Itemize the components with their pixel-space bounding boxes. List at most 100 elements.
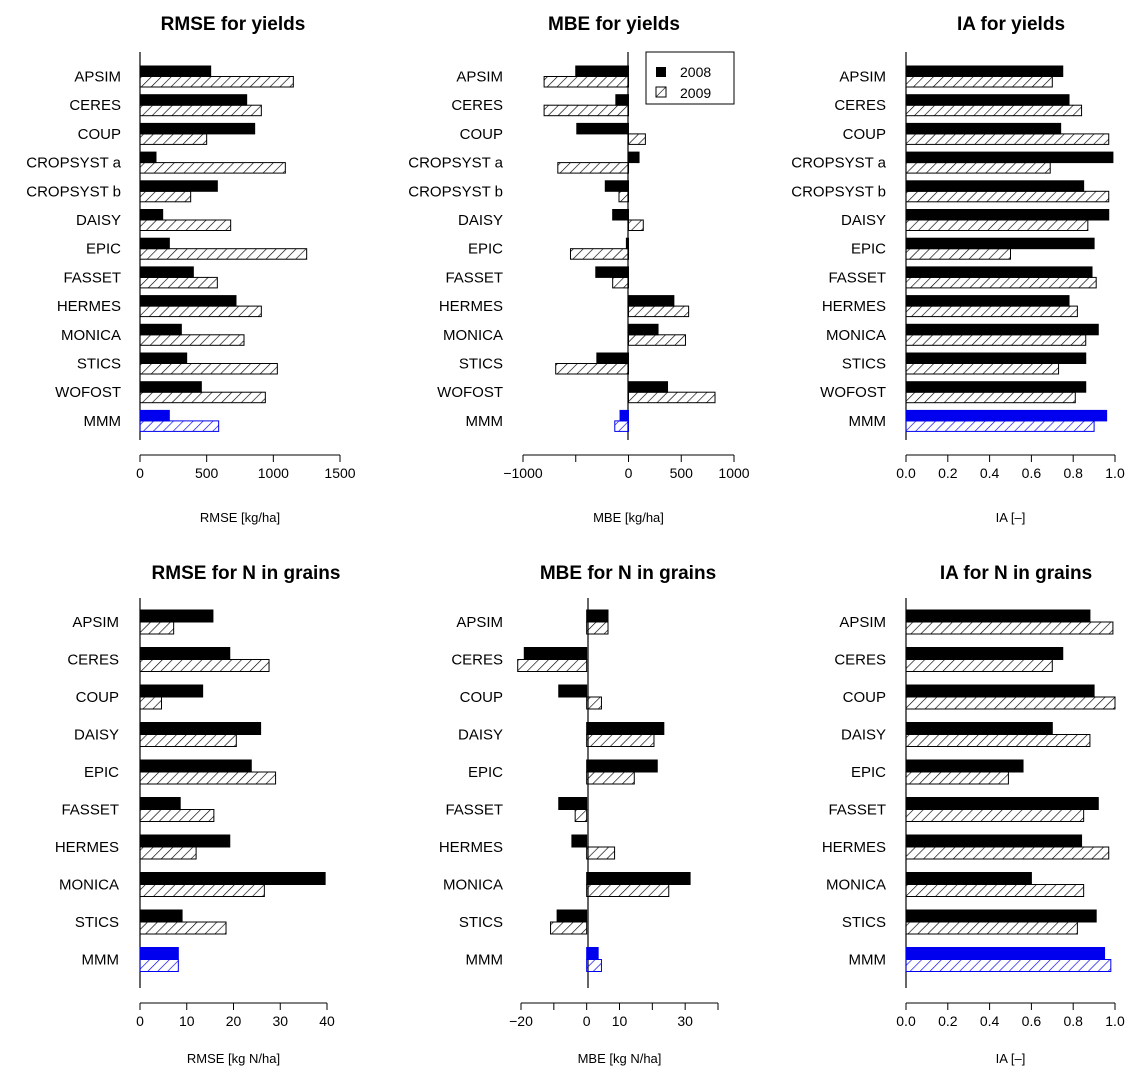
category-label: HERMES [822, 298, 886, 315]
bar-cropsyst-a-2008 [905, 151, 1114, 164]
bar-coup-2009 [139, 696, 163, 710]
bar-mmm-2009 [139, 420, 220, 432]
panel-title: RMSE for yields [161, 14, 306, 35]
category-label: COUP [843, 689, 886, 706]
bar-apsim-2008 [575, 65, 629, 77]
bar-ceres-2008 [139, 647, 231, 660]
bar-wofost-2008 [139, 381, 202, 393]
x-tick-label: 0 [583, 1013, 591, 1029]
bar-monica-2008 [905, 872, 1032, 885]
x-tick-label: 10 [612, 1013, 628, 1029]
category-label: HERMES [55, 839, 119, 856]
bar-cropsyst-b-2009 [139, 190, 192, 203]
bar-hermes-2008 [139, 295, 237, 307]
category-label: EPIC [86, 241, 121, 258]
bar-apsim-2008 [905, 65, 1064, 77]
bar-hermes-2009 [139, 305, 262, 318]
category-label: HERMES [439, 298, 503, 315]
bar-monica-2009 [905, 334, 1087, 346]
category-label: CROPSYST b [791, 183, 886, 200]
bar-monica-2009 [905, 884, 1085, 897]
x-tick-label: 10 [179, 1013, 195, 1029]
bar-hermes-2009 [139, 846, 197, 860]
category-label: CROPSYST b [26, 183, 121, 200]
category-label: MONICA [443, 876, 503, 893]
bar-fasset-2008 [905, 797, 1099, 810]
category-label: CROPSYST a [26, 155, 121, 172]
bar-mmm-2008 [905, 409, 1108, 422]
category-label: MMM [82, 951, 120, 968]
category-label: FASSET [828, 269, 886, 286]
bar-ceres-2009 [905, 104, 1083, 117]
bar-daisy-2008 [139, 209, 164, 221]
bar-fasset-2008 [558, 797, 588, 810]
x-tick-label: 1500 [324, 465, 355, 481]
category-label: EPIC [851, 241, 886, 258]
category-label: COUP [78, 126, 121, 143]
bar-hermes-2008 [628, 295, 675, 307]
category-label: MMM [849, 413, 887, 430]
category-label: DAISY [841, 726, 886, 743]
bar-coup-2009 [905, 133, 1110, 145]
bar-epic-2009 [139, 248, 308, 260]
bar-cropsyst-b-2009 [618, 190, 630, 203]
bar-ceres-2008 [905, 94, 1070, 106]
x-tick-label: 0.4 [980, 465, 1000, 481]
category-label: CERES [451, 97, 503, 114]
category-label: CROPSYST b [408, 183, 503, 200]
bar-stics-2009 [139, 363, 278, 375]
bar-cropsyst-a-2008 [628, 151, 640, 164]
bar-mmm-2008 [586, 947, 599, 960]
bar-coup-2009 [139, 133, 208, 145]
category-label: WOFOST [820, 384, 886, 401]
x-tick-label: 30 [272, 1013, 288, 1029]
x-tick-label: 500 [195, 465, 219, 481]
bar-ceres-2009 [905, 659, 1053, 672]
bar-epic-2009 [586, 771, 635, 785]
bar-daisy-2009 [905, 219, 1089, 231]
bar-hermes-2008 [905, 834, 1083, 848]
category-label: MONICA [443, 327, 503, 344]
category-label: STICS [77, 355, 121, 372]
bar-ceres-2009 [139, 104, 262, 117]
category-label: MONICA [826, 876, 886, 893]
x-axis-label: RMSE [kg N/ha] [187, 1051, 280, 1066]
category-label: MMM [466, 413, 504, 430]
bar-stics-2008 [556, 909, 588, 923]
x-tick-label: 0.8 [1063, 465, 1083, 481]
x-tick-label: 0 [136, 1013, 144, 1029]
legend-swatch-2008 [656, 67, 666, 77]
category-label: COUP [76, 689, 119, 706]
category-label: CERES [834, 97, 886, 114]
x-tick-label: 40 [319, 1013, 335, 1029]
x-axis-label: MBE [kg/ha] [593, 510, 664, 525]
bar-cropsyst-a-2009 [139, 162, 286, 174]
category-label: MMM [849, 951, 887, 968]
bar-apsim-2009 [543, 76, 629, 88]
bar-fasset-2008 [905, 266, 1093, 278]
bar-epic-2009 [139, 771, 277, 785]
bar-cropsyst-a-2009 [905, 162, 1051, 174]
x-tick-label: 0.6 [1022, 1013, 1042, 1029]
x-tick-label: 0.6 [1022, 465, 1042, 481]
bar-epic-2008 [586, 759, 658, 773]
chart-panel-2: MBE for yields APSIM CERES COUP CROPSYST a CR… [408, 14, 750, 525]
panel-title: IA for yields [957, 14, 1065, 35]
bar-cropsyst-b-2008 [905, 180, 1085, 192]
bar-apsim-2009 [905, 621, 1114, 635]
bar-mmm-2008 [139, 947, 179, 960]
category-label: CERES [834, 651, 886, 668]
category-label: EPIC [468, 764, 503, 781]
bar-ceres-2009 [139, 659, 270, 672]
bar-monica-2008 [139, 323, 182, 336]
bar-daisy-2008 [905, 209, 1110, 221]
category-label: STICS [459, 914, 503, 931]
bar-monica-2008 [139, 872, 326, 885]
bar-cropsyst-a-2009 [557, 162, 629, 174]
chart-panels: RMSE for yields APSIM CERES COUP CROPSYST a C… [26, 14, 1125, 1066]
bar-stics-2009 [905, 363, 1060, 375]
category-label: HERMES [57, 298, 121, 315]
bar-stics-2008 [139, 909, 183, 923]
category-label: FASSET [828, 801, 886, 818]
